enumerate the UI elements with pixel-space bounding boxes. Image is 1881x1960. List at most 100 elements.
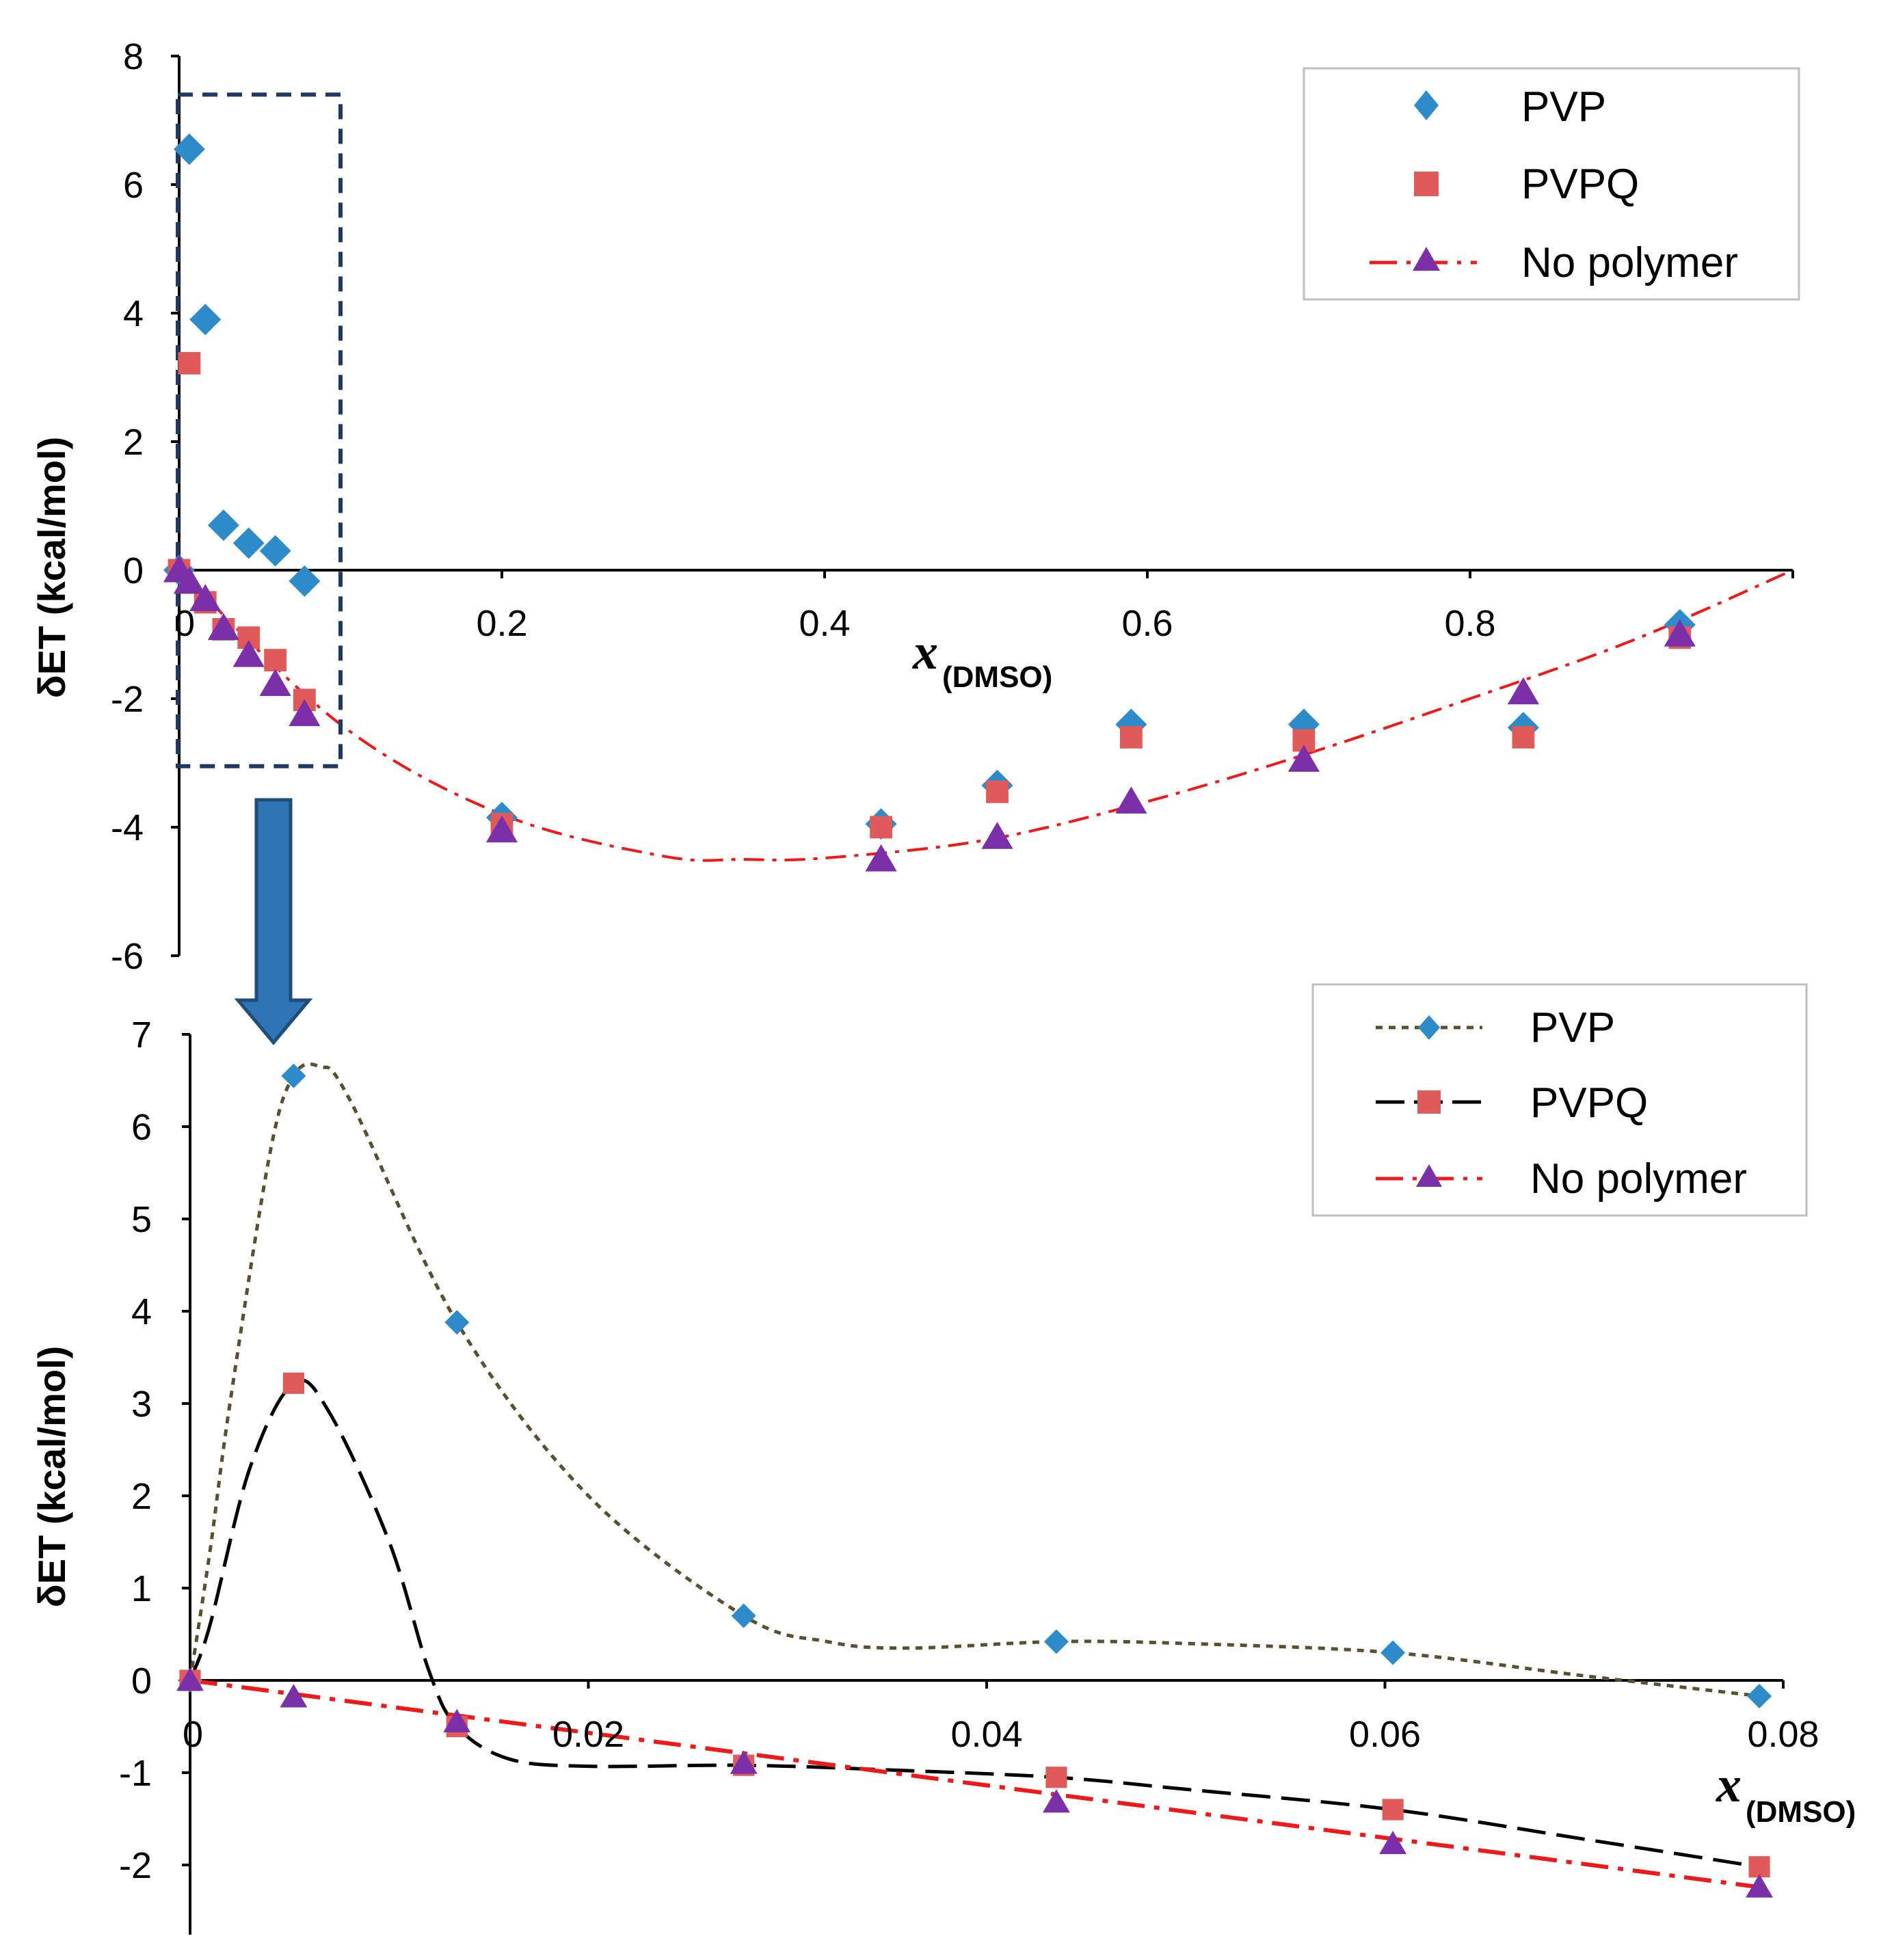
top-legend-nopoly-marker [1413,247,1440,271]
top-point-no-polymer [173,566,205,594]
top-point-pvpq [1512,726,1535,749]
bottom-data-points [176,1063,1773,1898]
top-point-no-polymer [259,669,291,696]
bottom-pvpq-curve [188,1378,1760,1869]
bottom-point-no-polymer [730,1750,758,1774]
top-legend: PVP PVPQ No polymer [1303,67,1800,301]
bottom-point-no-polymer [443,1708,471,1732]
top-point-pvp [259,535,291,567]
zoom-box-rect [176,92,343,768]
bottom-y-tick-label: 6 [131,1107,152,1148]
zoom-arrow [234,798,313,1045]
top-point-pvpq [1120,726,1143,749]
top-x-tick-label: 0.8 [1444,603,1495,644]
top-y-tick-label: 6 [123,165,144,206]
top-point-no-polymer [485,815,518,843]
top-point-pvpq [264,649,287,671]
top-point-no-polymer [189,584,222,611]
bottom-point-no-polymer [176,1667,204,1691]
top-point-pvpq [986,780,1009,803]
bottom-x-axis-label-main: x [1716,1757,1742,1813]
bottom-point-no-polymer [1379,1830,1407,1855]
top-y-tick-label: 2 [123,422,144,463]
top-point-no-polymer [1288,744,1320,772]
zoom-region-box [176,92,343,768]
bottom-series-lines [188,1062,1760,1890]
bottom-y-tick-label: 3 [131,1384,152,1425]
top-point-no-polymer [289,699,321,727]
bottom-point-pvpq [1382,1799,1404,1821]
top-point-pvp [189,304,222,336]
top-x-axis-label-main: x [912,624,938,680]
bottom-y-tick-label: -2 [119,1845,152,1886]
bottom-chart: 7 6 5 4 3 2 1 0 -1 -2 0 0.02 0.04 0.06 0.08 δET (kcal/… [30,983,1856,1935]
bottom-tick-labels: 7 6 5 4 3 2 1 0 -1 -2 0 0.02 0.04 0.06 0.08 [119,1015,1819,1886]
top-tick-labels: 8 6 4 2 0 -2 -4 -6 0 0.2 0.4 0.6 0.8 [111,36,1496,977]
top-point-no-polymer [207,613,239,641]
bottom-y-tick-label: 4 [131,1291,152,1332]
top-point-no-polymer [1507,677,1539,705]
bottom-legend-pvp-label: PVP [1530,1004,1615,1051]
bottom-x-axis-label-sub: (DMSO) [1746,1795,1856,1829]
top-no-polymer-fit-curve [178,569,1793,862]
bottom-x-tick-label: 0.04 [950,1714,1022,1755]
top-point-pvpq [870,816,892,839]
top-x-axis-label-sub: (DMSO) [942,660,1052,694]
top-point-no-polymer [981,822,1013,849]
bottom-y-tick-label: 2 [131,1476,152,1517]
bottom-x-tick-label: 0 [183,1714,203,1755]
bottom-point-pvp [281,1063,306,1088]
top-x-axis-label: x (DMSO) [912,624,1052,694]
bottom-point-pvpq [282,1372,305,1394]
top-point-pvp [232,527,265,559]
bottom-point-pvp [1043,1629,1069,1654]
bottom-legend-pvp-marker [1418,1015,1440,1040]
bottom-point-pvp [1380,1640,1406,1665]
down-arrow-icon [234,798,313,1045]
top-legend-pvpq-marker [1414,172,1439,196]
bottom-x-tick-label: 0.06 [1349,1714,1421,1755]
top-x-tick-label: 0 [174,603,195,644]
bottom-legend-pvpq-label: PVPQ [1530,1079,1648,1127]
top-point-pvp [207,509,239,541]
top-point-no-polymer [865,844,897,872]
bottom-no-polymer-line [189,1678,1760,1890]
bottom-point-pvp [731,1603,756,1628]
bottom-point-no-polymer [1746,1874,1773,1898]
top-point-no-polymer [232,640,265,667]
bottom-x-tick-label: 0.02 [552,1714,624,1755]
bottom-point-no-polymer [280,1684,308,1708]
bottom-legend: PVP PVPQ No polymer [1311,983,1808,1217]
bottom-y-tick-label: -1 [119,1753,152,1794]
top-y-tick-label: 0 [123,550,144,591]
top-point-pvp [289,565,321,597]
top-x-tick-label: 0.6 [1121,603,1173,644]
bottom-y-axis-label: δET (kcal/mol) [30,1346,73,1607]
top-data-points [163,133,1696,872]
bottom-pvp-curve [188,1062,1760,1698]
top-point-no-polymer [1115,786,1147,814]
bottom-legend-pvpq-marker [1417,1090,1441,1114]
top-legend-pvpq-label: PVPQ [1521,161,1639,208]
bottom-point-pvpq [1748,1856,1770,1878]
top-legend-nopoly-label: No polymer [1521,239,1738,286]
top-x-tick-label: 0.2 [476,603,527,644]
top-y-tick-label: 8 [123,36,144,77]
top-legend-pvp-marker [1414,90,1439,120]
top-y-tick-label: -6 [111,936,144,977]
bottom-y-tick-label: 0 [131,1661,152,1702]
top-x-tick-label: 0.4 [799,603,850,644]
bottom-x-tick-label: 0.08 [1747,1714,1819,1755]
bottom-point-no-polymer [1042,1789,1070,1813]
bottom-legend-nopoly-label: No polymer [1530,1155,1747,1203]
bottom-x-axis-label: x (DMSO) [1716,1757,1856,1829]
bottom-y-tick-label: 5 [131,1199,152,1240]
bottom-axes [182,1033,1785,1935]
top-point-pvpq [178,351,201,375]
top-point-no-polymer [1664,619,1696,647]
bottom-y-tick-label: 7 [131,1015,152,1056]
top-y-tick-label: -4 [111,807,144,848]
top-y-axis-label: δET (kcal/mol) [30,437,73,698]
